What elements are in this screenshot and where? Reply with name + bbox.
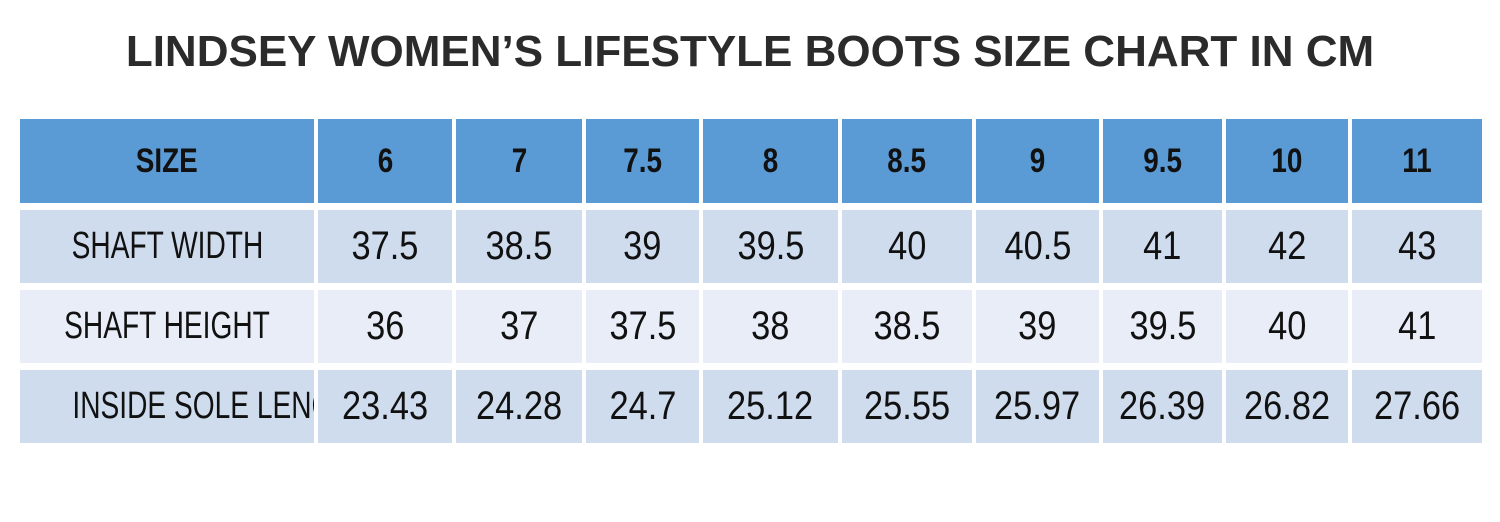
cell-value: 37.5: [351, 224, 419, 268]
row-inside-sole-length: INSIDE SOLE LENGTH 23.43 24.28 24.7 25.1…: [20, 370, 1482, 443]
cell-value: 23.43: [341, 384, 429, 428]
size-value: 10: [1271, 141, 1303, 180]
cell-value: 26.82: [1243, 384, 1331, 428]
cell-value: 37.5: [609, 304, 676, 348]
table-cell: 40.5: [976, 210, 1103, 290]
header-cell: 8: [703, 119, 842, 210]
cell-value: 25.97: [994, 384, 1081, 428]
cell-value: 25.12: [727, 384, 814, 428]
cell-value: 24.28: [475, 384, 563, 428]
table-cell: 25.12: [703, 370, 842, 443]
size-value: 7: [511, 141, 527, 180]
cell-value: 40: [1267, 304, 1307, 348]
table-cell: 39.5: [1103, 290, 1226, 370]
table-cell: 25.55: [842, 370, 976, 443]
header-label: SIZE: [136, 141, 198, 180]
cell-value: 39: [1018, 304, 1057, 348]
row-label: SHAFT WIDTH: [71, 225, 263, 267]
header-cell: 10: [1226, 119, 1352, 210]
table-cell: 39: [976, 290, 1103, 370]
row-label: SHAFT HEIGHT: [64, 305, 270, 347]
cell-value: 43: [1397, 224, 1437, 268]
cell-value: 38: [751, 304, 790, 348]
table-cell: 41: [1103, 210, 1226, 290]
table-cell: 36: [318, 290, 456, 370]
table-cell: 37: [456, 290, 586, 370]
table-cell: 26.82: [1226, 370, 1352, 443]
cell-value: 39.5: [1129, 304, 1196, 348]
cell-value: 42: [1267, 224, 1307, 268]
cell-value: 39: [623, 224, 662, 268]
table-cell: 38.5: [842, 290, 976, 370]
cell-value: 38.5: [873, 304, 941, 348]
cell-value: 25.55: [863, 384, 951, 428]
row-label-cell: INSIDE SOLE LENGTH: [20, 370, 318, 443]
size-value: 8: [762, 141, 779, 180]
row-label-cell: SHAFT WIDTH: [20, 210, 318, 290]
size-value: 9.5: [1143, 141, 1182, 180]
size-value: 9: [1029, 141, 1046, 180]
table-cell: 42: [1226, 210, 1352, 290]
table-cell: 23.43: [318, 370, 456, 443]
table-cell: 41: [1352, 290, 1482, 370]
header-row: SIZE 6 7 7.5 8 8.5 9 9.5 10 11: [20, 119, 1482, 210]
header-cell-size: SIZE: [20, 119, 318, 210]
header-cell: 9.5: [1103, 119, 1226, 210]
table-cell: 25.97: [976, 370, 1103, 443]
row-shaft-height: SHAFT HEIGHT 36 37 37.5 38 38.5 39 39.5 …: [20, 290, 1482, 370]
chart-title: LINDSEY WOMEN’S LIFESTYLE BOOTS SIZE CHA…: [125, 27, 1375, 76]
cell-value: 40: [887, 224, 927, 268]
cell-value: 41: [1143, 224, 1182, 268]
size-value: 6: [377, 141, 393, 180]
table-cell: 39.5: [703, 210, 842, 290]
table-cell: 40: [1226, 290, 1352, 370]
table-cell: 40: [842, 210, 976, 290]
table-cell: 37.5: [318, 210, 456, 290]
header-cell: 7: [456, 119, 586, 210]
table-cell: 26.39: [1103, 370, 1226, 443]
table-cell: 24.7: [586, 370, 703, 443]
size-value: 7.5: [623, 141, 662, 180]
header-cell: 7.5: [586, 119, 703, 210]
row-label: INSIDE SOLE LENGTH: [72, 385, 314, 427]
header-cell: 9: [976, 119, 1103, 210]
table-cell: 39: [586, 210, 703, 290]
row-shaft-width: SHAFT WIDTH 37.5 38.5 39 39.5 40 40.5 41…: [20, 210, 1482, 290]
cell-value: 24.7: [609, 384, 676, 428]
row-label-cell: SHAFT HEIGHT: [20, 290, 318, 370]
cell-value: 36: [365, 304, 405, 348]
table-cell: 37.5: [586, 290, 703, 370]
table-cell: 38.5: [456, 210, 586, 290]
table-cell: 43: [1352, 210, 1482, 290]
header-cell: 11: [1352, 119, 1482, 210]
cell-value: 39.5: [737, 224, 804, 268]
table-cell: 27.66: [1352, 370, 1482, 443]
size-value: 11: [1402, 141, 1432, 180]
cell-value: 40.5: [1004, 224, 1071, 268]
header-cell: 8.5: [842, 119, 976, 210]
cell-value: 27.66: [1373, 384, 1461, 428]
size-value: 8.5: [887, 141, 927, 180]
header-cell: 6: [318, 119, 456, 210]
table-cell: 24.28: [456, 370, 586, 443]
size-chart-table: SIZE 6 7 7.5 8 8.5 9 9.5 10 11 SHAFT WID…: [20, 119, 1482, 443]
cell-value: 38.5: [485, 224, 553, 268]
cell-value: 26.39: [1119, 384, 1206, 428]
table-cell: 38: [703, 290, 842, 370]
cell-value: 37: [499, 304, 539, 348]
cell-value: 41: [1397, 304, 1437, 348]
